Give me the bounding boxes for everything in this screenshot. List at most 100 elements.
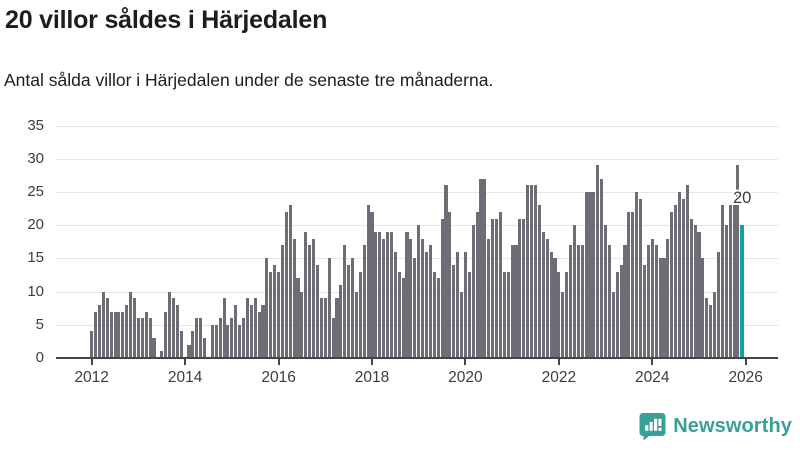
newsworthy-logo[interactable]: Newsworthy bbox=[639, 412, 792, 441]
bar-2025-02 bbox=[701, 258, 705, 358]
bar-2015-08 bbox=[257, 311, 261, 358]
bar-2020-03 bbox=[471, 225, 475, 358]
bar-2023-06 bbox=[623, 245, 627, 358]
bar-2014-12 bbox=[226, 324, 230, 358]
bar-2015-10 bbox=[265, 258, 269, 358]
x-axis-label-2026: 2026 bbox=[728, 369, 763, 386]
bar-2017-01 bbox=[323, 298, 327, 358]
bar-2020-10 bbox=[498, 211, 502, 358]
bar-2020-07 bbox=[487, 238, 491, 358]
gridline-5 bbox=[56, 324, 778, 326]
gridline-10 bbox=[56, 291, 778, 293]
bar-2016-01 bbox=[277, 271, 281, 358]
bar-2025-01 bbox=[697, 231, 701, 358]
bar-2020-01 bbox=[463, 251, 467, 358]
gridline-30 bbox=[56, 158, 778, 160]
bar-2024-06 bbox=[670, 211, 674, 358]
bar-2025-05 bbox=[713, 291, 717, 358]
bar-2021-09 bbox=[541, 231, 545, 358]
bar-2023-08 bbox=[631, 211, 635, 358]
bar-2022-02 bbox=[561, 291, 565, 358]
bar-2020-11 bbox=[502, 271, 506, 358]
bar-2025-04 bbox=[709, 304, 713, 358]
bar-2024-02 bbox=[654, 245, 658, 358]
bar-2015-07 bbox=[253, 298, 257, 358]
bar-2012-08 bbox=[117, 311, 121, 358]
highlighted-bar-2025-12 bbox=[739, 225, 744, 358]
bar-2013-03 bbox=[144, 311, 148, 358]
bar-2018-07 bbox=[393, 251, 397, 358]
bar-2017-04 bbox=[335, 298, 339, 358]
bar-2012-05 bbox=[105, 298, 109, 358]
bar-2019-05 bbox=[432, 271, 436, 358]
bar-2016-07 bbox=[300, 291, 304, 358]
bar-2020-12 bbox=[506, 271, 510, 358]
bar-2013-07 bbox=[160, 351, 164, 358]
bar-2024-01 bbox=[650, 238, 654, 358]
x-axis-label-2022: 2022 bbox=[541, 369, 577, 386]
bar-2020-05 bbox=[479, 178, 483, 358]
x-axis-tick-2012 bbox=[90, 359, 93, 365]
bar-2012-02 bbox=[94, 311, 98, 358]
x-axis-tick-2024 bbox=[651, 359, 654, 365]
bar-2023-02 bbox=[607, 245, 611, 358]
bar-2015-05 bbox=[245, 298, 249, 358]
gridline-25 bbox=[56, 192, 778, 193]
bar-2017-08 bbox=[350, 258, 355, 358]
bar-2023-09 bbox=[635, 192, 639, 358]
bar-2013-08 bbox=[164, 311, 168, 358]
bar-2023-03 bbox=[611, 291, 615, 358]
bar-2013-05 bbox=[152, 338, 156, 358]
bar-2014-09 bbox=[214, 324, 218, 358]
bar-2019-10 bbox=[452, 265, 456, 358]
bar-2014-11 bbox=[222, 298, 226, 358]
x-axis-label-2016: 2016 bbox=[261, 369, 296, 386]
bar-2019-02 bbox=[421, 238, 425, 358]
bar-2014-04 bbox=[195, 318, 199, 358]
bar-2015-03 bbox=[238, 324, 242, 358]
bar-2021-12 bbox=[553, 258, 557, 358]
y-axis-label-35: 35 bbox=[27, 116, 44, 134]
x-axis-label-2020: 2020 bbox=[448, 369, 483, 386]
bar-2019-01 bbox=[417, 225, 421, 358]
bar-2025-06 bbox=[716, 251, 720, 358]
y-axis-label-25: 25 bbox=[27, 183, 44, 200]
bar-2024-10 bbox=[685, 185, 689, 358]
bar-2018-10 bbox=[405, 231, 409, 358]
chart-title: 20 villor såldes i Härjedalen bbox=[5, 6, 328, 34]
bar-2025-10 bbox=[732, 205, 736, 358]
bar-2016-10 bbox=[312, 238, 316, 358]
latest-value-label: 20 bbox=[733, 189, 752, 207]
bar-2012-11 bbox=[129, 291, 133, 358]
x-axis-label-2024: 2024 bbox=[635, 369, 670, 386]
bar-2013-04 bbox=[148, 318, 152, 358]
gridline-20 bbox=[56, 225, 778, 227]
bar-2019-09 bbox=[448, 211, 452, 358]
bar-2015-02 bbox=[234, 304, 238, 358]
bar-2023-01 bbox=[604, 225, 608, 358]
bar-2018-08 bbox=[397, 271, 401, 358]
bar-2012-06 bbox=[109, 311, 113, 358]
bar-2018-06 bbox=[389, 231, 393, 358]
x-axis-label-2014: 2014 bbox=[167, 369, 203, 386]
bar-2016-11 bbox=[315, 265, 320, 358]
bar-2025-03 bbox=[705, 298, 709, 358]
bar-2016-05 bbox=[292, 238, 296, 358]
x-axis-tick-2020 bbox=[464, 359, 467, 365]
bar-2023-12 bbox=[646, 245, 650, 358]
bar-2024-11 bbox=[689, 218, 693, 358]
bar-2024-12 bbox=[693, 225, 697, 358]
bar-2012-09 bbox=[121, 311, 125, 358]
bar-2016-12 bbox=[319, 298, 323, 358]
bar-2023-11 bbox=[642, 265, 647, 358]
bar-2015-12 bbox=[273, 265, 277, 358]
bar-2014-05 bbox=[199, 318, 203, 358]
bar-2018-02 bbox=[374, 231, 378, 358]
bar-2024-05 bbox=[666, 238, 670, 358]
x-axis-label-2018: 2018 bbox=[354, 369, 390, 386]
bar-2018-12 bbox=[413, 258, 417, 358]
bar-2021-10 bbox=[545, 238, 549, 358]
bar-2022-12 bbox=[600, 178, 604, 358]
bar-2018-04 bbox=[382, 238, 386, 358]
